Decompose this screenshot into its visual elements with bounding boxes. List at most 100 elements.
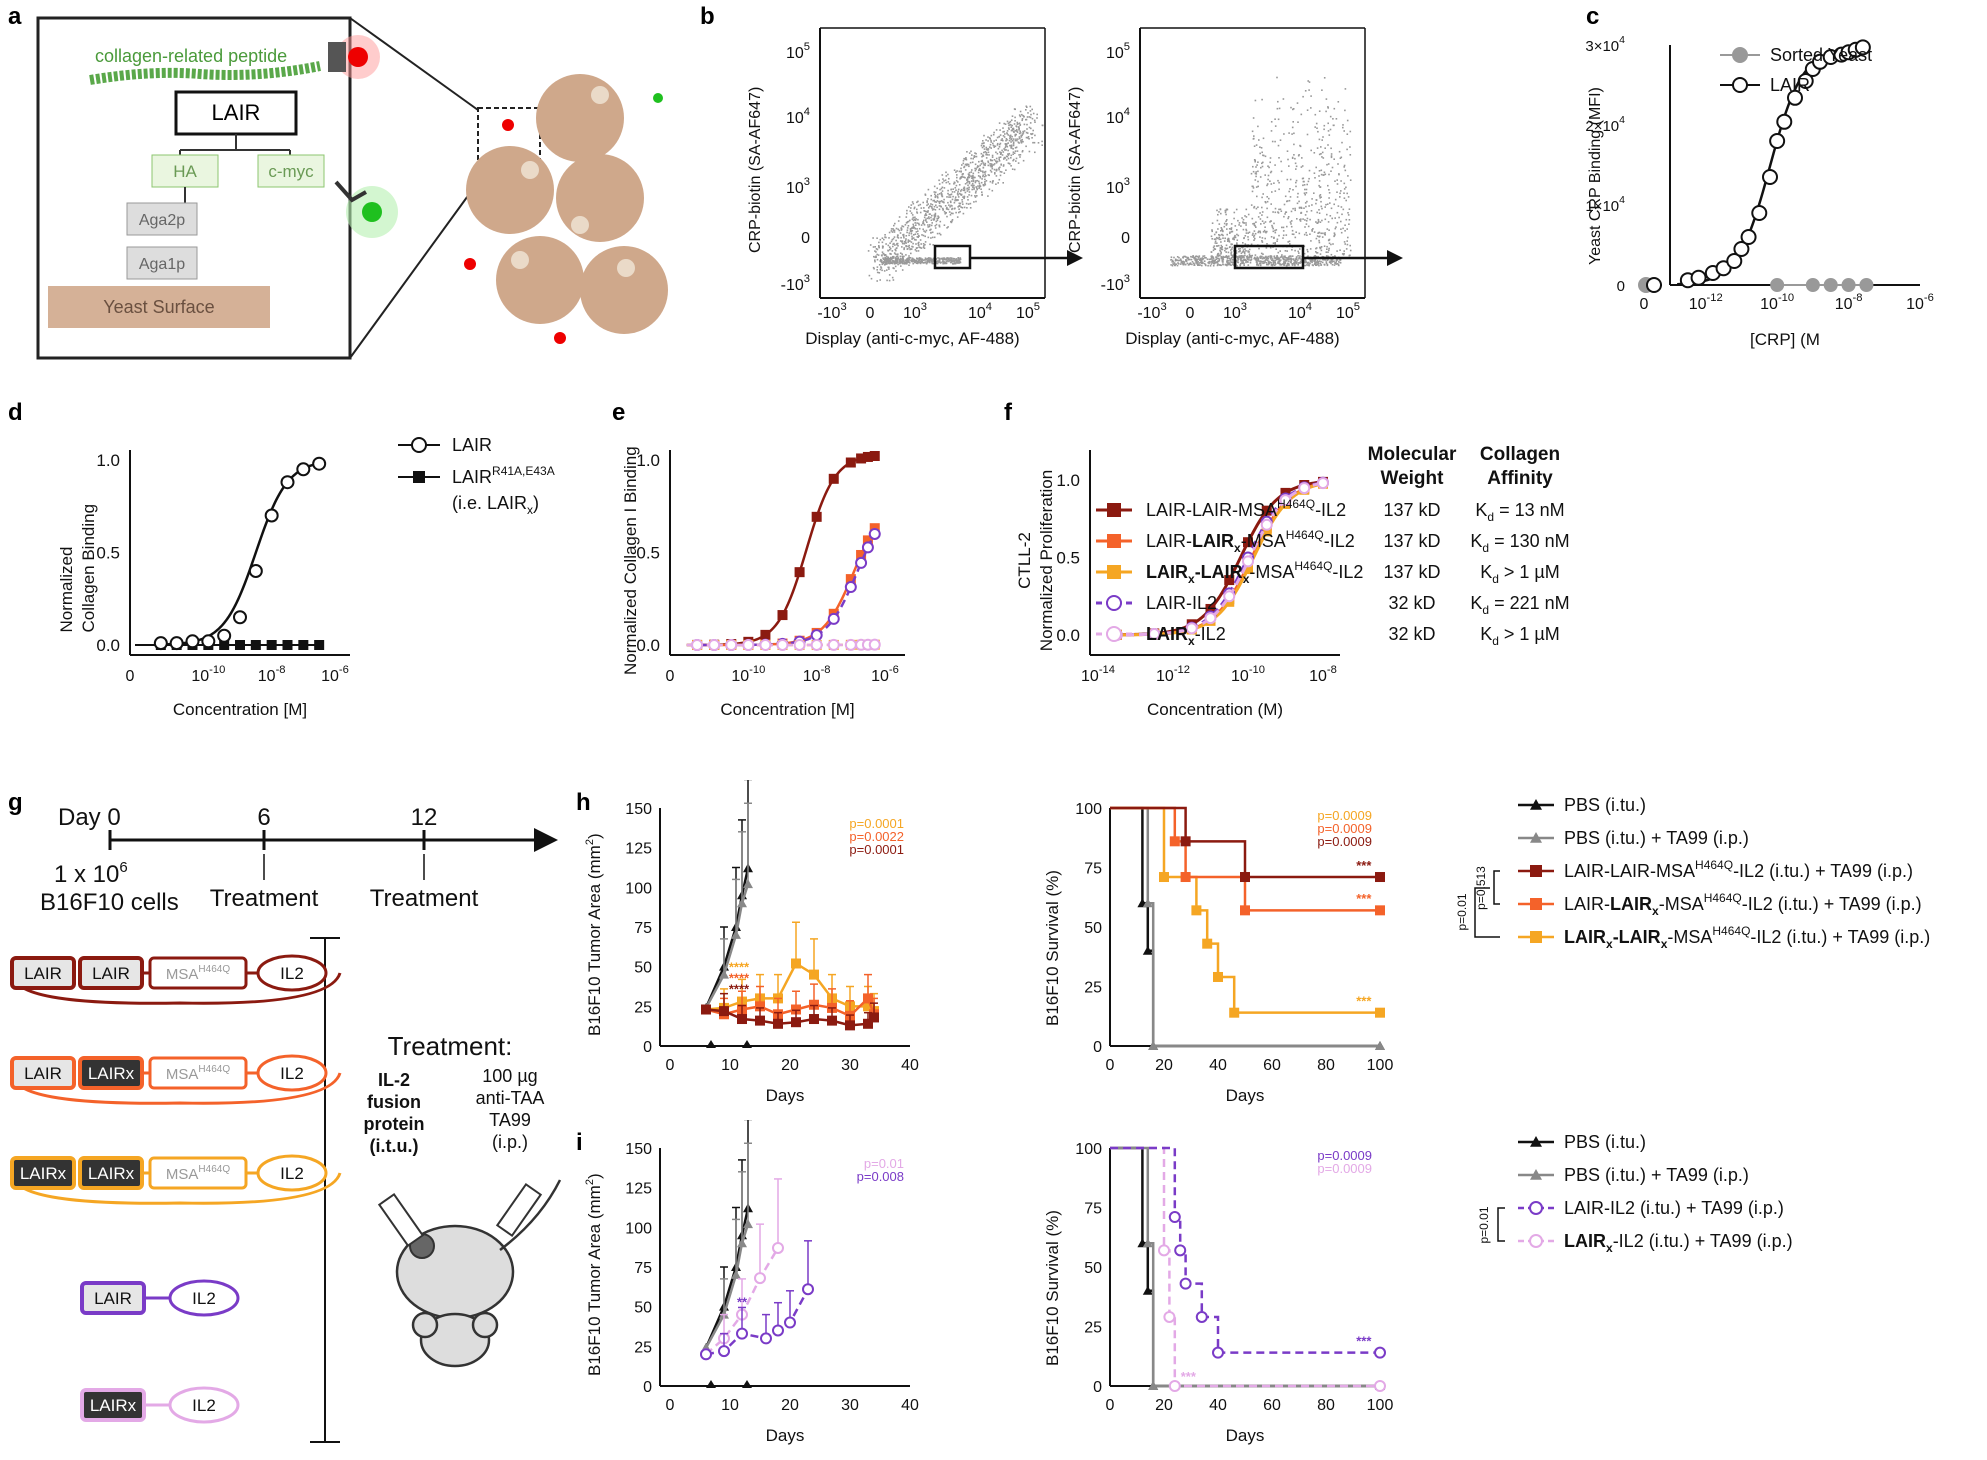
c-y-tick-3: 0 bbox=[1617, 278, 1625, 295]
surv-point-2 bbox=[1229, 1008, 1239, 1018]
surv-ylabel-h: B16F10 Survival (%) bbox=[1043, 870, 1062, 1026]
tumor-y-tick-i-1: 125 bbox=[625, 1181, 652, 1198]
timeline-day6: 6 bbox=[257, 804, 270, 831]
treatment-title: Treatment: bbox=[388, 1031, 513, 1061]
f-xlabel: Concentration (M) bbox=[1147, 700, 1283, 719]
e-point-0 bbox=[812, 512, 822, 522]
d-mut-point bbox=[235, 640, 245, 650]
construct-0-d1-label: LAIR bbox=[24, 964, 62, 983]
construct-0-il2-label: IL2 bbox=[280, 964, 304, 983]
surv-y-tick-h-1: 75 bbox=[1084, 861, 1102, 878]
d-xlabel: Concentration [M] bbox=[173, 700, 307, 719]
bound-red-icon bbox=[502, 119, 514, 131]
c-x-tick-0: 0 bbox=[1640, 296, 1649, 313]
panel-letter-a: a bbox=[8, 3, 22, 30]
f-legend-marker-2 bbox=[1107, 565, 1121, 579]
f-point-4 bbox=[1262, 520, 1272, 530]
surv-y-tick-h-4: 0 bbox=[1093, 1039, 1102, 1056]
surv-y-tick-i-3: 25 bbox=[1084, 1320, 1102, 1337]
surv-x-tick-h-2: 40 bbox=[1209, 1057, 1227, 1074]
e-ylabel: Normalized Collagen I Binding bbox=[621, 446, 640, 675]
flow-ylabel-1: CRP-biotin (SA-AF647) bbox=[1067, 87, 1084, 253]
h-bracket-p2: p=0.01 bbox=[1455, 893, 1469, 930]
h-t1-point bbox=[869, 1012, 879, 1022]
c-lair-point bbox=[1742, 230, 1756, 244]
h-legend-marker-4 bbox=[1530, 931, 1542, 943]
tumor-y-tick-h-0: 150 bbox=[625, 801, 652, 818]
tumor-y-tick-i-3: 75 bbox=[634, 1260, 652, 1277]
panel-letter-g: g bbox=[8, 789, 23, 816]
surv-point-2 bbox=[1375, 1381, 1385, 1391]
flow-x-tick-0-1: 0 bbox=[866, 305, 875, 322]
i-t1-point bbox=[785, 1318, 795, 1328]
f-y-tick-2: 0.0 bbox=[1056, 626, 1080, 645]
h-bracket-1 bbox=[1494, 871, 1500, 904]
f-ylabel-2: Normalized Proliferation bbox=[1037, 470, 1056, 651]
panel-letter-d: d bbox=[8, 399, 23, 426]
flow-y-tick-0-1: 104 bbox=[786, 106, 810, 127]
surv-point-3 bbox=[1170, 1212, 1180, 1222]
flow-x-tick-0-0: -103 bbox=[817, 301, 846, 322]
flow-y-tick-1-3: 0 bbox=[1121, 230, 1130, 247]
c-lair-point bbox=[1770, 134, 1784, 148]
tumor-y-tick-i-4: 50 bbox=[634, 1300, 652, 1317]
i-t2-point bbox=[773, 1243, 783, 1253]
d-x-tick-2: 10-8 bbox=[258, 664, 286, 685]
d-y-tick-2: 0.0 bbox=[96, 636, 120, 655]
aga2p-label: Aga2p bbox=[139, 212, 185, 229]
sort-arrow-head-1 bbox=[1387, 250, 1403, 266]
h-t2-point bbox=[863, 993, 873, 1003]
flow-y-tick-0-2: 103 bbox=[786, 176, 810, 197]
tumor-x-tick-i-3: 30 bbox=[841, 1397, 859, 1414]
h-legend-marker-3 bbox=[1530, 898, 1542, 910]
h-t1-point bbox=[845, 1020, 855, 1030]
surv-x-tick-h-0: 0 bbox=[1106, 1057, 1115, 1074]
treatment-label-1: Treatment bbox=[370, 885, 479, 912]
surv-pval-2: p=0.0009 bbox=[1317, 834, 1372, 849]
bound-red-icon-3 bbox=[554, 332, 566, 344]
h-t1-point bbox=[773, 1019, 783, 1029]
flow-dots-1 bbox=[1170, 77, 1351, 267]
h-legend-label-0: PBS (i.tu.) bbox=[1564, 795, 1646, 815]
e-point-4 bbox=[743, 640, 753, 650]
surv-ylabel-i: B16F10 Survival (%) bbox=[1043, 1210, 1062, 1366]
i-bracket-p: p=0.01 bbox=[1477, 1206, 1491, 1243]
f-legend-label-4: LAIRx-IL2 bbox=[1146, 624, 1226, 648]
i-t1-point bbox=[737, 1329, 747, 1339]
treatment-ab-1: anti-TAA bbox=[476, 1088, 545, 1108]
treatment-ab-3: (i.p.) bbox=[492, 1132, 528, 1152]
tumor-y-tick-h-1: 125 bbox=[625, 841, 652, 858]
f-kd-3: Kd = 221 nM bbox=[1470, 593, 1569, 617]
surv-y-tick-i-2: 50 bbox=[1084, 1260, 1102, 1277]
surv-point-2 bbox=[1375, 1008, 1385, 1018]
panel-letter-c: c bbox=[1586, 3, 1599, 30]
surv-point-2 bbox=[1159, 1245, 1169, 1255]
surv-point-3 bbox=[1181, 1279, 1191, 1289]
f-legend-label-0: LAIR-LAIR-MSAH464Q-IL2 bbox=[1146, 497, 1346, 520]
timeline-day0: Day 0 bbox=[58, 804, 121, 831]
c-legend-marker-0 bbox=[1733, 48, 1747, 62]
panel-letter-e: e bbox=[612, 399, 625, 426]
f-legend-label-1: LAIR-LAIRx-MSAH464Q-IL2 bbox=[1146, 528, 1355, 555]
c-lair-zero bbox=[1647, 278, 1661, 292]
d-lair-point bbox=[266, 510, 278, 522]
surv-point-4 bbox=[1375, 872, 1385, 882]
surv-line-1 bbox=[1110, 1148, 1380, 1386]
f-mw-2: 137 kD bbox=[1383, 562, 1440, 582]
flow-y-tick-0-0: 105 bbox=[786, 41, 810, 62]
surv-point-2 bbox=[1170, 1381, 1180, 1391]
d-x-tick-3: 10-6 bbox=[321, 664, 349, 685]
i-t2-point bbox=[755, 1273, 765, 1283]
e-point-2 bbox=[870, 529, 880, 539]
lair-label: LAIR bbox=[212, 100, 261, 125]
surv-x-tick-h-5: 100 bbox=[1367, 1057, 1394, 1074]
flow-ylabel-0: CRP-biotin (SA-AF647) bbox=[747, 87, 764, 253]
construct-1-il2-label: IL2 bbox=[280, 1064, 304, 1083]
i-t1-point bbox=[719, 1346, 729, 1356]
d-lair-point bbox=[155, 637, 167, 649]
tumor-x-tick-h-0: 0 bbox=[666, 1057, 675, 1074]
tumor-y-tick-i-2: 100 bbox=[625, 1220, 652, 1237]
e-point-0 bbox=[829, 474, 839, 484]
